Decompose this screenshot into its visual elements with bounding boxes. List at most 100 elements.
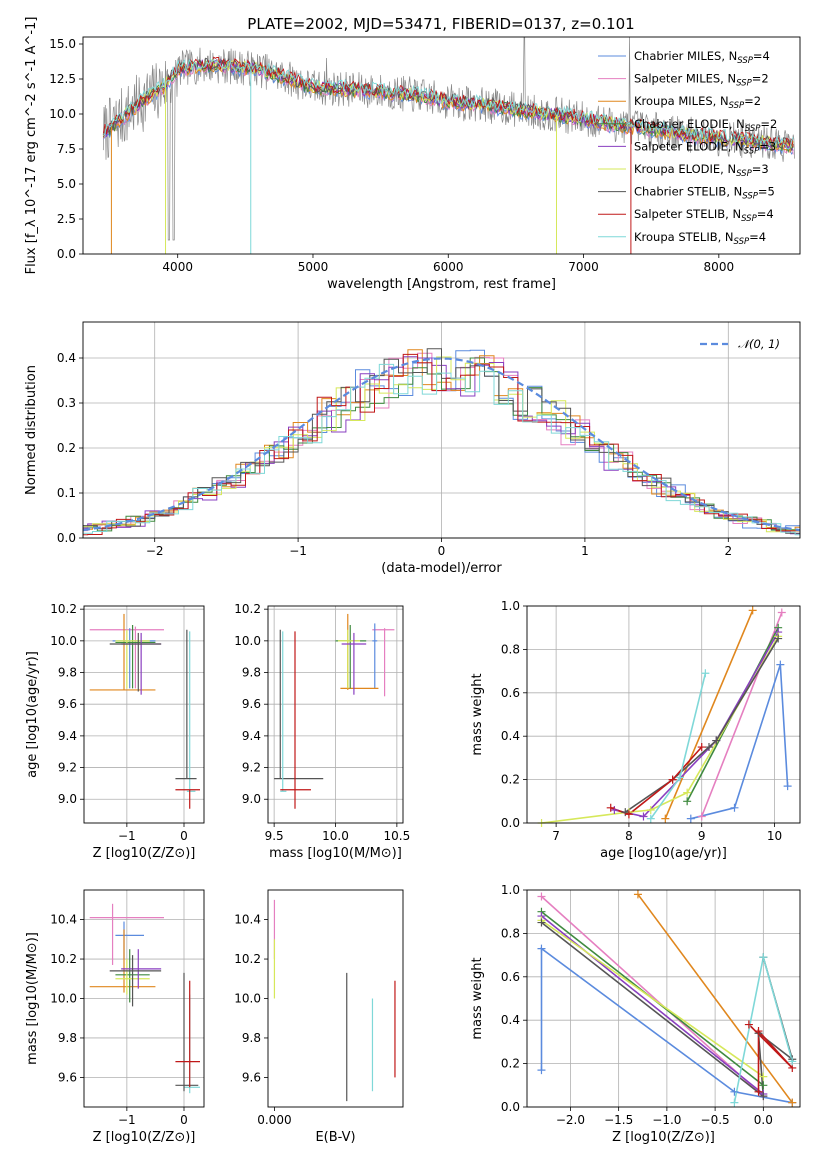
age_vs_mass-ytick-label: 10.0: [234, 634, 261, 648]
legend-entry: Salpeter STELIB, NSSP=4: [634, 207, 774, 224]
massweight-marker: [759, 953, 768, 962]
legend-entry: Kroupa ELODIE, NSSP=3: [634, 162, 769, 179]
spectrum-xtick-label: 5000: [298, 260, 329, 274]
massweight-line: [637, 893, 793, 1104]
spectrum-ytick-label: 7.5: [57, 142, 76, 156]
spectrum-xtick-label: 7000: [568, 260, 599, 274]
age_vs_mass-ytick-label: 9.6: [242, 697, 261, 711]
age_vs_mass-ytick-label: 9.0: [242, 792, 261, 806]
mass_vs_Z-axes: −1 0 9.6 9.8 10.0 10.2 10.4: [50, 890, 204, 1127]
mass_vs_Z-xtick-label: 0: [180, 1113, 188, 1127]
residuals-xtick-label: 2: [724, 544, 732, 558]
legend-entry: Kroupa STELIB, NSSP=4: [634, 230, 766, 247]
mass_vs_ebv-xtick-label: 0.000: [257, 1113, 291, 1127]
massweight-line: [614, 631, 779, 818]
massweight_vs_age-ylabel: mass weight: [470, 673, 485, 755]
spectrum-xtick-label: 8000: [704, 260, 735, 274]
massweight_vs_Z-xtick-label: 0.0: [754, 1113, 773, 1127]
residuals-plot-area: [83, 348, 800, 537]
spectrum-ytick-label: 0.0: [57, 247, 76, 261]
massweight-marker: [788, 1057, 797, 1066]
mass_vs_Z-xtick-label: −1: [118, 1113, 136, 1127]
legend-entry-sub: SSP: [742, 192, 758, 202]
age_vs_Z-plot-area: [89, 613, 200, 809]
massweight-marker: [754, 1087, 763, 1096]
age_vs_Z-xlabel: Z [log10(Z/Z⊙)]: [93, 846, 196, 861]
legend-entry-nssp: =3: [759, 139, 776, 153]
legend-entry-sub: SSP: [737, 56, 753, 66]
massweight-marker: [661, 814, 670, 823]
massweight-marker: [774, 634, 783, 643]
massweight_vs_age-xtick-label: 9: [698, 829, 706, 843]
age_vs_Z-ytick-label: 9.4: [58, 729, 77, 743]
massweight_vs_age-xlabel: age [log10(age/yr)]: [600, 846, 727, 861]
legend-entry-nssp: =4: [749, 230, 766, 244]
massweight_vs_age-xtick-label: 7: [552, 829, 560, 843]
massweight-marker: [754, 1027, 763, 1036]
massweight-marker: [712, 736, 721, 745]
massweight-marker: [624, 810, 633, 819]
massweight_vs_Z-ytick-label: 1.0: [501, 883, 520, 897]
mass_vs_Z-plot-area: [89, 903, 200, 1094]
age_vs_mass-ytick-label: 9.2: [242, 761, 261, 775]
age_vs_mass-xtick-label: 9.5: [265, 829, 284, 843]
legend-entry-sub: SSP: [736, 169, 752, 179]
massweight-marker: [705, 743, 713, 752]
age_vs_Z-ytick-label: 9.8: [58, 666, 77, 680]
massweight_vs_age-ytick-label: 0.0: [501, 816, 520, 830]
massweight-marker: [683, 788, 692, 797]
mass_vs_ebv-xlabel: E(B-V): [315, 1130, 355, 1145]
legend-entry-sub: SSP: [745, 124, 761, 134]
age_vs_mass-axes: 9.5 10.0 10.5 9.0 9.2 9.4 9.6 9.8 10.0 10.2: [234, 602, 410, 843]
massweight_vs_Z-xlabel: Z [log10(Z/Z⊙)]: [612, 1130, 715, 1145]
legend-entry-name: Chabrier STELIB, N: [634, 185, 742, 199]
massweight_vs_Z-ytick-label: 0.0: [501, 1100, 520, 1114]
mass_vs_ebv-ytick-label: 9.6: [242, 1070, 261, 1084]
massweight-marker: [701, 669, 710, 678]
spectrum-ytick-label: 5.0: [57, 177, 76, 191]
legend-entry-sub: SSP: [734, 237, 750, 247]
legend-entry: Chabrier STELIB, NSSP=5: [634, 185, 775, 202]
age_vs_mass-xtick-label: 10.0: [322, 829, 349, 843]
spectrum-axes: 4000 5000 6000 7000 8000 0.0 2.5 5.0 7.5 10.0 12.5…: [49, 37, 734, 274]
residuals-axes: −2 −1 0 1 2 0.0 0.1 0.2 0.3 0.4: [57, 322, 800, 558]
legend-entry-sub: SSP: [729, 101, 745, 111]
legend-entry-name: Kroupa STELIB, N: [634, 230, 734, 244]
mass_vs_ebv-plot-area: [273, 899, 396, 1102]
spectrum-xtick-label: 6000: [433, 260, 464, 274]
massweight_vs_Z-ytick-label: 0.6: [501, 970, 520, 984]
massweight-marker: [537, 892, 546, 901]
legend-entry-name: Salpeter STELIB, N: [634, 207, 741, 221]
massweight-line: [690, 664, 789, 820]
massweight-marker: [537, 1066, 546, 1075]
massweight_vs_age-xtick-label: 8: [625, 829, 633, 843]
massweight-marker: [639, 812, 648, 821]
massweight_vs_age-ytick-label: 1.0: [501, 599, 520, 613]
massweight_vs_age-ytick-label: 0.4: [501, 729, 520, 743]
spectrum-model-kroupa-elodie: [102, 57, 794, 151]
massweight_vs_Z-xtick-label: −1.0: [652, 1113, 681, 1127]
massweight-marker: [633, 890, 642, 899]
legend-entry-name: Chabrier MILES, N: [634, 49, 737, 63]
mass_vs_ebv-ytick-label: 10.4: [234, 913, 261, 927]
massweight-marker: [537, 918, 546, 927]
massweight_vs_Z-plot-area: [540, 893, 794, 1104]
massweight-marker: [537, 944, 546, 953]
massweight-line: [664, 609, 754, 820]
legend-entry-name: Kroupa ELODIE, N: [634, 162, 736, 176]
normal-curve: [83, 357, 800, 532]
age_vs_mass-frame: [267, 605, 404, 824]
mass_vs_Z-ytick-label: 9.6: [58, 1070, 77, 1084]
massweight-marker: [744, 1020, 753, 1029]
massweight-marker: [730, 1098, 739, 1107]
spectrum-ylabel: Flux [f_λ 10^-17 erg cm^-2 s^-1 A^-1]: [24, 17, 39, 275]
age_vs_mass-xtick-label: 10.5: [384, 829, 411, 843]
legend-entry: Kroupa MILES, NSSP=2: [634, 94, 761, 111]
age_vs_Z-ytick-label: 10.0: [50, 634, 77, 648]
legend-entry-nssp: =4: [757, 207, 774, 221]
legend-entry-nssp: =3: [752, 162, 769, 176]
mass_vs_Z-frame: [83, 889, 205, 1108]
legend-entry: Salpeter ELODIE, NSSP=3: [634, 139, 776, 156]
spectrum-model-salpeter-stelib: [102, 56, 794, 148]
